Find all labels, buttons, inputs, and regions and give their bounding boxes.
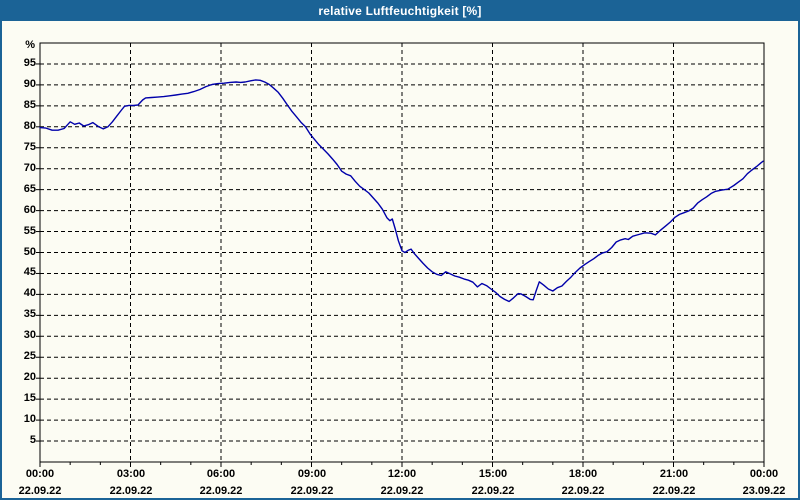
- y-tick-label: 15: [23, 392, 36, 404]
- y-tick-label: 25: [23, 350, 36, 362]
- y-tick-label: 35: [23, 308, 36, 320]
- gridlines: [40, 43, 764, 462]
- title-bar: relative Luftfeuchtigkeit [%]: [2, 2, 798, 21]
- x-tick-time-label: 09:00: [297, 468, 327, 480]
- y-tick-label: 60: [23, 204, 36, 216]
- x-tick-time-label: 21:00: [659, 468, 689, 480]
- x-tick-time-label: 18:00: [568, 468, 598, 480]
- chart-title: relative Luftfeuchtigkeit [%]: [318, 4, 482, 18]
- x-tick-date-label: 22.09.22: [18, 485, 62, 497]
- x-tick-time-label: 12:00: [387, 468, 417, 480]
- axis-ticks: [36, 63, 765, 467]
- x-tick-date-label: 22.09.22: [652, 485, 696, 497]
- y-tick-label: 30: [23, 329, 36, 341]
- x-tick-date-label: 22.09.22: [290, 485, 334, 497]
- y-tick-label: 40: [23, 287, 36, 299]
- y-tick-label: 55: [23, 225, 36, 237]
- x-tick-date-label: 23.09.22: [742, 485, 786, 497]
- y-tick-label: 10: [23, 413, 36, 425]
- y-tick-label: 5: [29, 434, 36, 446]
- y-tick-label: 50: [23, 246, 36, 258]
- y-tick-label: 75: [23, 141, 36, 153]
- x-tick-date-label: 22.09.22: [471, 485, 515, 497]
- y-tick-label: 80: [23, 120, 36, 132]
- x-tick-time-label: 06:00: [206, 468, 236, 480]
- y-tick-label: 90: [23, 78, 36, 90]
- y-tick-label: 20: [23, 371, 36, 383]
- x-tick-date-label: 22.09.22: [109, 485, 153, 497]
- x-tick-date-label: 22.09.22: [199, 485, 243, 497]
- x-tick-time-label: 00:00: [749, 468, 779, 480]
- y-axis-unit-label: %: [25, 39, 35, 51]
- y-tick-label: 95: [23, 57, 36, 69]
- x-tick-date-label: 22.09.22: [380, 485, 424, 497]
- x-tick-time-label: 00:00: [25, 468, 55, 480]
- y-tick-label: 70: [23, 162, 36, 174]
- y-tick-label: 85: [23, 99, 36, 111]
- plot-frame: [39, 42, 765, 463]
- x-tick-time-label: 03:00: [116, 468, 146, 480]
- x-tick-date-label: 22.09.22: [561, 485, 605, 497]
- y-tick-label: 65: [23, 183, 36, 195]
- series-line: [39, 79, 764, 303]
- y-tick-label: 45: [23, 266, 36, 278]
- x-tick-time-label: 15:00: [478, 468, 508, 480]
